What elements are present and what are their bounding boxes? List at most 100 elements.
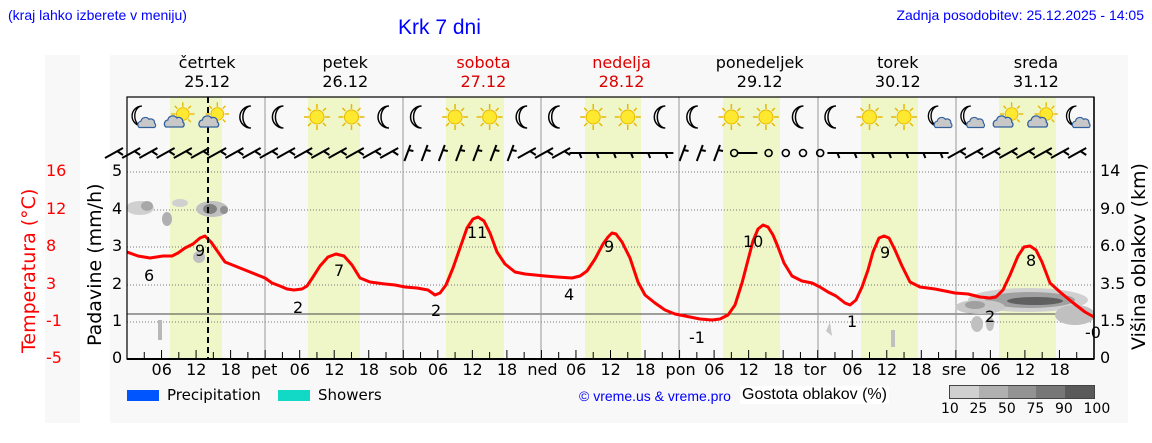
precipitation-tick: 5 [112, 161, 123, 180]
x-tick-label: 12 [324, 360, 345, 379]
showers-legend-label: Showers [318, 386, 382, 404]
day-header-2: sobota 27.12 [414, 53, 552, 91]
x-tick-label: tor [803, 360, 827, 379]
day-header-1: petek 26.12 [276, 53, 414, 91]
day-header-0: četrtek 25.12 [138, 53, 276, 91]
day-name: ponedeljek [715, 53, 804, 72]
day-date: 31.12 [1013, 72, 1059, 91]
svg-text:1: 1 [847, 312, 857, 331]
copyright-link[interactable]: © vreme.us & vreme.pro [579, 388, 731, 404]
precipitation-swatch [127, 390, 159, 401]
cloud-density-swatch [1007, 386, 1037, 398]
x-tick-label: pon [665, 360, 696, 379]
temperature-line [126, 215, 1095, 322]
x-tick-label: 06 [980, 360, 1001, 379]
x-tick-label: 18 [496, 360, 518, 379]
region-menu-hint[interactable]: (kraj lahko izberete v meniju) [8, 7, 187, 23]
temperature-tick: 8 [46, 236, 57, 255]
x-tick-label: 18 [1049, 360, 1070, 379]
day-name: sobota [456, 53, 511, 72]
day-date: 29.12 [736, 72, 783, 91]
svg-text:11: 11 [467, 223, 487, 242]
temperature-extreme-labels: 6 9 2 7 2 11 4 9 -1 10 1 9 2 8 -0 [144, 223, 1101, 347]
x-tick-label: 06 [289, 360, 311, 379]
day-header-5: torek 30.12 [829, 53, 967, 91]
day-date: 30.12 [874, 72, 921, 91]
cloud-density-swatch [978, 386, 1008, 398]
cloud-density-tick: 10 [941, 401, 959, 417]
cloud-density-tick: 50 [998, 401, 1016, 417]
page-title: Krk 7 dni [398, 16, 481, 39]
cloud-density-tick: 100 [1083, 401, 1111, 417]
svg-text:-1: -1 [689, 328, 705, 347]
cloud-height-tick: 6.0 [1100, 236, 1126, 255]
cloud-density-tick: 25 [969, 401, 988, 417]
svg-text:2: 2 [293, 298, 303, 317]
precipitation-legend-label: Precipitation [167, 386, 261, 404]
cloud-density-scale [949, 385, 1095, 399]
precipitation-tick: 3 [112, 236, 123, 255]
svg-text:9: 9 [604, 237, 614, 256]
x-tick-label: 12 [1014, 360, 1036, 379]
day-name: četrtek [178, 53, 236, 72]
x-tick-label: 12 [186, 360, 207, 379]
cloud-density-title: Gostota oblakov (%) [740, 386, 889, 404]
svg-text:2: 2 [985, 307, 995, 326]
last-update-text: Zadnja posodobitev: 25.12.2025 - 14:05 [896, 7, 1144, 23]
cloud-height-tick: 1.5 [1100, 311, 1126, 330]
svg-text:7: 7 [334, 261, 344, 280]
x-tick-label: sob [389, 360, 418, 379]
x-tick-label: sre [941, 360, 967, 379]
day-date: 26.12 [322, 72, 369, 91]
x-tick-label: 12 [738, 360, 759, 379]
temperature-axis-panel [45, 55, 80, 423]
x-tick-label: 06 [842, 360, 863, 379]
cloud-height-tick: 9.0 [1100, 199, 1126, 218]
day-date: 25.12 [184, 72, 231, 91]
cloud-height-tick: 14 [1100, 161, 1121, 180]
temperature-tick: 12 [46, 199, 67, 218]
precipitation-tick: 0 [112, 348, 123, 367]
cloud-density-tick: 75 [1026, 401, 1045, 417]
x-tick-label: ned [527, 360, 558, 379]
cloud-height-tick: 0 [1100, 348, 1111, 367]
x-tick-label: 06 [151, 360, 172, 379]
precipitation-tick: 1 [112, 311, 123, 330]
temperature-tick: -5 [46, 348, 62, 367]
wind-barbs [104, 144, 1087, 162]
x-tick-label: 12 [462, 360, 483, 379]
svg-text:10: 10 [743, 232, 763, 251]
x-tick-label: pet [251, 360, 278, 379]
x-tick-marks [143, 350, 1078, 359]
x-tick-label: 06 [704, 360, 725, 379]
cloud-density-swatch [1065, 386, 1094, 398]
cloud-density-swatch [950, 386, 979, 398]
day-date: 28.12 [598, 72, 645, 91]
x-tick-label: 18 [220, 360, 241, 379]
day-header-4: ponedeljek 29.12 [691, 53, 829, 91]
svg-text:-0: -0 [1085, 323, 1101, 342]
day-name: nedelja [592, 53, 651, 72]
temperature-tick: 3 [46, 274, 57, 293]
day-name: torek [877, 53, 919, 72]
temperature-tick: -1 [46, 311, 62, 330]
svg-text:6: 6 [144, 266, 154, 285]
x-tick-label: 12 [876, 360, 898, 379]
x-tick-label: 18 [911, 360, 932, 379]
x-tick-label: 18 [773, 360, 794, 379]
precipitation-tick: 2 [112, 274, 123, 293]
x-tick-label: 18 [635, 360, 656, 379]
showers-swatch [278, 390, 310, 401]
day-header-6: sreda 31.12 [967, 53, 1105, 91]
svg-text:8: 8 [1026, 251, 1036, 270]
svg-text:4: 4 [564, 285, 574, 304]
x-tick-label: 18 [358, 360, 380, 379]
day-name: petek [322, 53, 368, 72]
svg-text:2: 2 [431, 301, 441, 320]
svg-text:9: 9 [880, 243, 890, 262]
precipitation-tick: 4 [112, 199, 123, 218]
day-date: 27.12 [460, 72, 507, 91]
x-tick-label: 12 [600, 360, 621, 379]
daylight-bands [170, 97, 1056, 359]
